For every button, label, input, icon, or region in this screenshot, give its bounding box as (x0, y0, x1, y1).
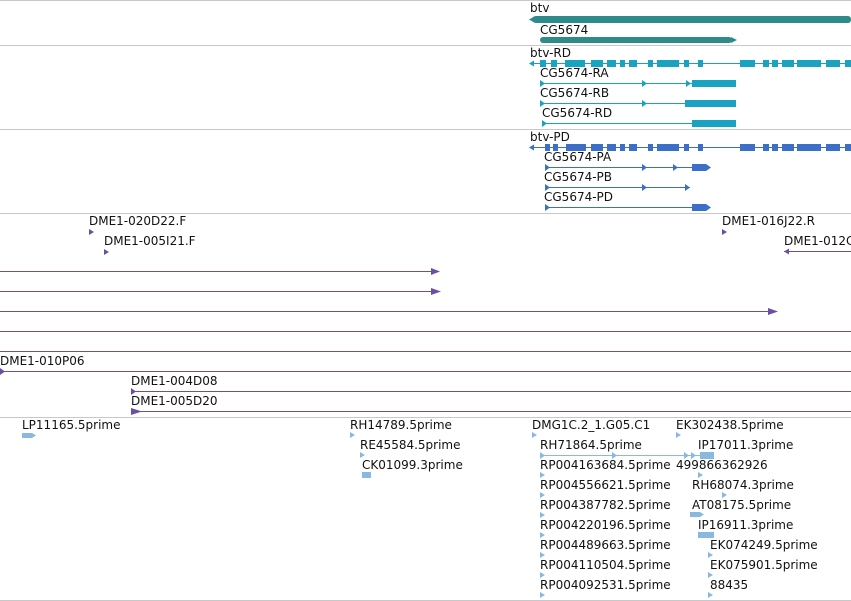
est-label[interactable]: EK075901.5prime (710, 558, 818, 572)
protein-label[interactable]: CG5674-PD (544, 190, 614, 204)
est-label[interactable]: 88435 (710, 578, 749, 592)
est-label[interactable]: 499866362926 (676, 458, 768, 472)
clone-label[interactable]: DME1-004D08 (131, 374, 218, 388)
gene-label[interactable]: btv (530, 1, 550, 15)
protein-label[interactable]: btv-PD (530, 130, 570, 144)
clone-label[interactable]: DME1-020D22.F (89, 214, 187, 228)
clone-track[interactable] (0, 229, 851, 415)
protein-label[interactable]: CG5674-PB (544, 170, 613, 184)
est-track[interactable] (22, 432, 727, 598)
clone-label[interactable]: DME1-005D20 (131, 394, 218, 408)
est-label[interactable]: AT08175.5prime (692, 498, 792, 512)
gene-btv-glyph[interactable] (533, 16, 851, 23)
est-label[interactable]: DMG1C.2_1.G05.C1 (532, 418, 651, 432)
est-label[interactable]: IP17011.3prime (698, 438, 794, 452)
est-label[interactable]: RP004489663.5prime (540, 538, 671, 552)
track-separator (0, 45, 851, 46)
transcript-label[interactable]: btv-RD (530, 46, 572, 60)
gene-label[interactable]: CG5674 (540, 23, 589, 37)
est-label[interactable]: RH14789.5prime (350, 418, 452, 432)
clone-label[interactable]: DME1-010P06 (0, 354, 85, 368)
est-label[interactable]: EK302438.5prime (676, 418, 784, 432)
gene-cg5674-glyph[interactable] (540, 37, 732, 43)
est-label[interactable]: RP004220196.5prime (540, 518, 671, 532)
est-label[interactable]: EK074249.5prime (710, 538, 818, 552)
est-label[interactable]: RP004163684.5prime (540, 458, 671, 472)
gene-btv-arrow (529, 16, 535, 23)
transcript-track[interactable] (529, 60, 851, 127)
est-label[interactable]: RE45584.5prime (360, 438, 461, 452)
protein-label[interactable]: CG5674-PA (544, 150, 612, 164)
track-separator (0, 213, 851, 214)
transcript-label[interactable]: CG5674-RB (540, 86, 610, 100)
est-label[interactable]: RP004092531.5prime (540, 578, 671, 592)
clone-label[interactable]: DME1-016J22.R (722, 214, 816, 228)
est-label[interactable]: LP11165.5prime (22, 418, 121, 432)
clone-label[interactable]: DME1-005I21.F (104, 234, 196, 248)
transcript-label[interactable]: CG5674-RA (540, 66, 609, 80)
est-label[interactable]: CK01099.3prime (362, 458, 463, 472)
transcript-label[interactable]: CG5674-RD (542, 106, 613, 120)
gene-cg5674-arrow (731, 37, 737, 43)
track-separator (0, 417, 851, 418)
track-separator (0, 0, 851, 1)
gene-track (529, 16, 851, 43)
protein-track[interactable] (529, 144, 851, 211)
est-label[interactable]: RP004110504.5prime (540, 558, 671, 572)
est-label[interactable]: RH71864.5prime (540, 438, 642, 452)
est-label[interactable]: RP004387782.5prime (540, 498, 671, 512)
clone-label[interactable]: DME1-012C (784, 234, 851, 248)
est-label[interactable]: RH68074.3prime (692, 478, 794, 492)
track-separator (0, 129, 851, 130)
est-label[interactable]: RP004556621.5prime (540, 478, 671, 492)
est-label[interactable]: IP16911.3prime (698, 518, 794, 532)
